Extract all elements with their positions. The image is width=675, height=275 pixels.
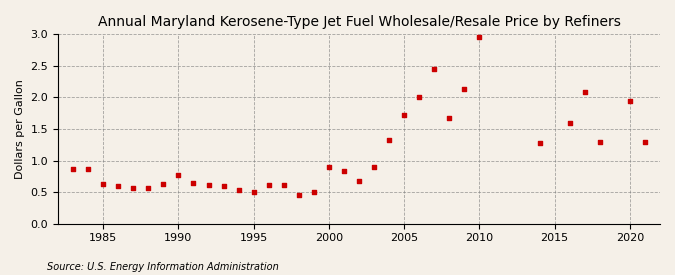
Point xyxy=(143,186,154,190)
Point xyxy=(639,139,650,144)
Point xyxy=(383,138,394,143)
Point xyxy=(323,165,334,169)
Point xyxy=(444,116,455,120)
Point xyxy=(113,184,124,188)
Point xyxy=(188,180,199,185)
Point xyxy=(173,172,184,177)
Point xyxy=(203,182,214,187)
Point xyxy=(624,98,635,103)
Point xyxy=(459,87,470,92)
Point xyxy=(98,182,109,186)
Point xyxy=(369,165,379,169)
Point xyxy=(339,169,350,174)
Point xyxy=(68,167,78,171)
Point xyxy=(248,189,259,194)
Y-axis label: Dollars per Gallon: Dollars per Gallon xyxy=(15,79,25,179)
Point xyxy=(429,67,439,71)
Point xyxy=(294,193,304,197)
Point xyxy=(278,182,289,187)
Text: Source: U.S. Energy Information Administration: Source: U.S. Energy Information Administ… xyxy=(47,262,279,272)
Point xyxy=(218,184,229,188)
Point xyxy=(234,188,244,192)
Point xyxy=(564,120,575,125)
Point xyxy=(579,90,590,95)
Point xyxy=(83,167,94,171)
Point xyxy=(595,139,605,144)
Title: Annual Maryland Kerosene-Type Jet Fuel Wholesale/Resale Price by Refiners: Annual Maryland Kerosene-Type Jet Fuel W… xyxy=(98,15,620,29)
Point xyxy=(263,182,274,187)
Point xyxy=(474,35,485,40)
Point xyxy=(534,141,545,145)
Point xyxy=(414,95,425,100)
Point xyxy=(354,179,364,183)
Point xyxy=(399,113,410,117)
Point xyxy=(308,190,319,194)
Point xyxy=(128,186,138,190)
Point xyxy=(158,182,169,186)
